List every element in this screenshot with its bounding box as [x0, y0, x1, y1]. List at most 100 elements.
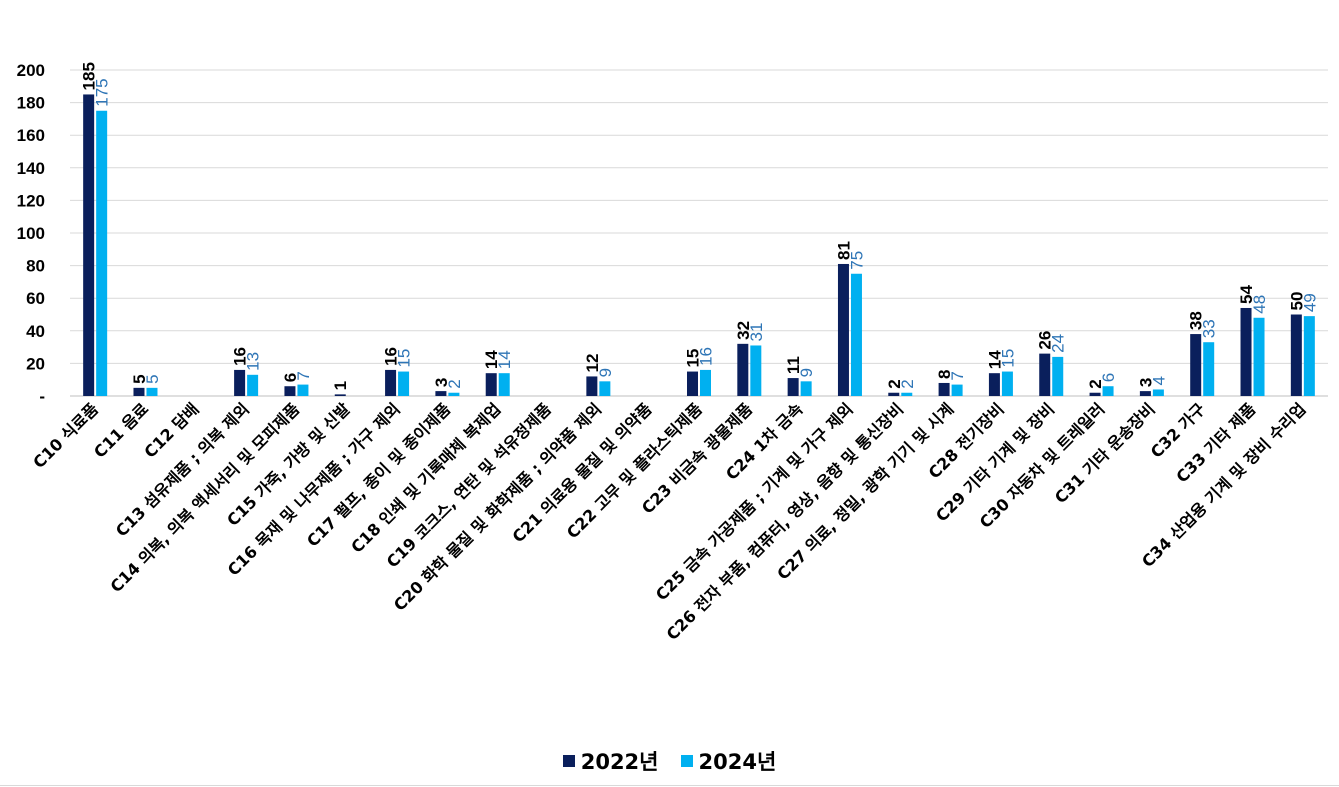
y-tick-label: 100 [17, 224, 45, 243]
y-axis-ticks: - 20 40 60 80 100 120 140 160 180 200 [17, 61, 45, 406]
data-label-2022: 2 [1086, 379, 1105, 388]
bar-2022 [1190, 334, 1202, 396]
bar-2022 [1240, 307, 1252, 396]
bar-2022 [234, 369, 246, 396]
bar-2022 [435, 391, 447, 396]
y-tick-label: 20 [26, 354, 45, 373]
data-label-2022: 26 [1036, 331, 1055, 350]
data-label-2022: 12 [583, 354, 602, 373]
bar-2024 [1152, 389, 1164, 396]
bar-2022 [787, 378, 799, 396]
data-label-2024: 24 [1049, 334, 1068, 353]
data-label-2024: 13 [244, 352, 263, 371]
bar-2024 [1253, 317, 1265, 396]
y-tick-label: 200 [17, 61, 45, 80]
legend-label-2022: 2022년 [580, 750, 659, 774]
data-label-2022: 16 [231, 347, 250, 366]
bar-2024 [1102, 386, 1114, 396]
bar-2022 [837, 263, 849, 396]
bar-2022 [888, 392, 900, 396]
gridlines [70, 69, 1328, 397]
data-label-2022: 1 [331, 381, 350, 390]
y-tick-label: 120 [17, 191, 45, 210]
data-label-2022: 32 [734, 321, 753, 340]
y-tick-label: 160 [17, 126, 45, 145]
data-label-2022: 14 [482, 350, 501, 369]
data-label-2022: 6 [281, 373, 300, 382]
y-tick-label: 140 [17, 159, 45, 178]
data-label-2024: 14 [495, 350, 514, 369]
bars [83, 94, 1315, 396]
bar-2022 [1039, 353, 1051, 396]
data-label-2024: 15 [395, 349, 414, 368]
data-label-2024: 6 [1099, 373, 1118, 382]
data-label-2022: 3 [1136, 378, 1155, 387]
data-label-2024: 5 [143, 374, 162, 383]
data-label-2024: 33 [1200, 319, 1219, 338]
bottom-rule [0, 785, 1339, 786]
data-label-2024: 7 [294, 371, 313, 380]
bar-2024 [1052, 356, 1064, 396]
legend-label-2024: 2024년 [698, 750, 777, 774]
data-label-2022: 16 [382, 347, 401, 366]
data-label-2024: 2 [898, 379, 917, 388]
data-label-2022: 3 [432, 378, 451, 387]
bar-2022 [687, 371, 698, 396]
x-category-label: C26 전자 부품, 컴퓨터, 영상, 음향 및 통신장비 [663, 399, 907, 643]
bar-2024 [398, 371, 410, 396]
data-label-2022: 50 [1287, 292, 1306, 311]
data-label-2024: 75 [847, 251, 866, 270]
data-label-2022: 185 [80, 62, 99, 90]
data-label-2024: 175 [93, 78, 112, 106]
bar-2024 [901, 392, 913, 396]
data-label-2024: 15 [998, 349, 1017, 368]
data-label-2022: 54 [1237, 285, 1256, 304]
bar-2022 [938, 382, 950, 396]
bar-2022 [334, 394, 346, 396]
bar-2024 [448, 392, 460, 396]
data-label-2024: 2 [445, 379, 464, 388]
bar-2022 [737, 343, 749, 396]
data-label-2024: 4 [1149, 376, 1168, 385]
data-label-2024: 9 [797, 368, 816, 377]
bar-2022 [586, 376, 598, 396]
bar-2022 [1139, 391, 1151, 396]
bar-2024 [1203, 342, 1215, 396]
bar-2024 [247, 374, 259, 396]
bar-2022 [83, 94, 95, 396]
legend: 2022년 2024년 [0, 745, 1339, 777]
y-tick-label: - [39, 387, 45, 406]
legend-swatch-2022 [562, 755, 575, 767]
x-category-label: C10 식료품 [29, 399, 102, 472]
data-label-2022: 5 [130, 374, 149, 383]
data-label-2022: 15 [684, 349, 703, 368]
legend-item-2024: 2024년 [680, 746, 777, 776]
bar-2022 [133, 387, 145, 396]
bar-2024 [1303, 316, 1315, 396]
data-label-2022: 14 [985, 350, 1004, 369]
data-label-2024: 16 [697, 347, 716, 366]
bar-2024 [1001, 371, 1013, 396]
bar-2022 [485, 373, 497, 396]
data-label-2024: 31 [747, 323, 766, 342]
bar-2024 [599, 381, 611, 396]
legend-swatch-2024 [680, 755, 693, 767]
bar-2022 [1290, 314, 1302, 396]
bar-2022 [988, 373, 1000, 396]
bar-2024 [700, 369, 711, 396]
data-label-2022: 11 [784, 356, 803, 374]
legend-item-2022: 2022년 [562, 746, 659, 776]
data-label-2024: 7 [948, 371, 967, 380]
data-label-2024: 48 [1250, 295, 1269, 314]
bar-2022 [385, 369, 397, 396]
bar-2022 [284, 386, 296, 396]
data-label-2022: 2 [885, 379, 904, 388]
bar-2024 [498, 373, 510, 396]
bar-2024 [146, 387, 158, 396]
data-label-2024: 9 [596, 368, 615, 377]
data-label-2022: 38 [1187, 311, 1206, 330]
bar-2024 [297, 384, 309, 396]
